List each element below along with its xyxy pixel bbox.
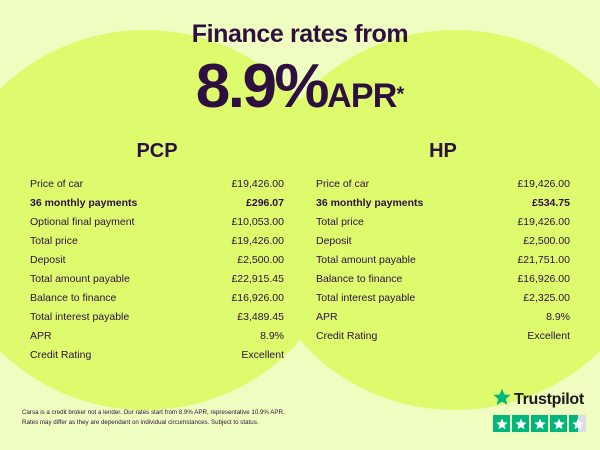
disclaimer-line-2: Rates may differ as they are dependant o… xyxy=(22,419,259,426)
table-row: Total amount payable £21,751.00 xyxy=(316,251,570,270)
star-icon-4 xyxy=(550,415,567,432)
star-icon-3 xyxy=(531,415,548,432)
row-value: £2,500.00 xyxy=(523,235,570,247)
row-value: £19,426.00 xyxy=(231,178,284,190)
trustpilot-star-icon xyxy=(493,388,511,411)
rate-asterisk: * xyxy=(396,83,405,106)
row-value: £10,053.00 xyxy=(231,216,284,228)
table-row: Deposit £2,500.00 xyxy=(316,232,570,251)
row-label: Credit Rating xyxy=(30,349,92,361)
row-value: £19,426.00 xyxy=(517,178,570,190)
finance-tables: PCP Price of car £19,426.00 36 monthly p… xyxy=(0,140,600,365)
row-label: Optional final payment xyxy=(30,216,135,228)
row-value: £2,500.00 xyxy=(237,254,284,266)
table-row: Balance to finance £16,926.00 xyxy=(316,270,570,289)
row-value: £16,926.00 xyxy=(517,273,570,285)
table-row: Total amount payable £22,915.45 xyxy=(30,270,284,289)
star-icon-5-half xyxy=(569,415,586,432)
star-icon-2 xyxy=(512,415,529,432)
disclaimer-line-1: Carsa is a credit broker not a lender. O… xyxy=(22,409,285,416)
row-value: £21,751.00 xyxy=(517,254,570,266)
table-row: Price of car £19,426.00 xyxy=(30,175,284,194)
rate-value: 8.9% xyxy=(195,52,330,121)
table-title-pcp: PCP xyxy=(136,140,178,162)
disclaimer: Carsa is a credit broker not a lender. O… xyxy=(22,408,285,428)
table-row: 36 monthly payments £296.07 xyxy=(30,194,284,213)
row-label: Total interest payable xyxy=(316,292,416,304)
row-value: £16,926.00 xyxy=(231,292,284,304)
table-row: Credit Rating Excellent xyxy=(316,327,570,346)
star-icon-1 xyxy=(493,415,510,432)
table-rows-hp: Price of car £19,426.00 36 monthly payme… xyxy=(316,175,570,346)
table-row: APR 8.9% xyxy=(30,327,284,346)
row-value: £22,915.45 xyxy=(231,273,284,285)
row-value: 8.9% xyxy=(260,330,284,342)
row-label: Total amount payable xyxy=(30,273,130,285)
table-row: APR 8.9% xyxy=(316,308,570,327)
table-row: Deposit £2,500.00 xyxy=(30,251,284,270)
table-row: Credit Rating Excellent xyxy=(30,346,284,365)
row-label: 36 monthly payments xyxy=(316,197,424,209)
finance-table-hp: HP Price of car £19,426.00 36 monthly pa… xyxy=(300,140,586,365)
rate-suffix: APR xyxy=(327,77,397,115)
row-value: £3,489.45 xyxy=(237,311,284,323)
row-label: 36 monthly payments xyxy=(30,197,138,209)
table-row: Total interest payable £3,489.45 xyxy=(30,308,284,327)
page-title: Finance rates from xyxy=(191,20,409,48)
row-label: APR xyxy=(316,311,338,323)
trustpilot-stars xyxy=(493,415,586,432)
row-value: £19,426.00 xyxy=(517,216,570,228)
row-value: £534.75 xyxy=(532,197,570,209)
table-rows-pcp: Price of car £19,426.00 36 monthly payme… xyxy=(30,175,284,365)
finance-table-pcp: PCP Price of car £19,426.00 36 monthly p… xyxy=(14,140,300,365)
row-label: Balance to finance xyxy=(30,292,117,304)
row-label: APR xyxy=(30,330,52,342)
table-row: Price of car £19,426.00 xyxy=(316,175,570,194)
table-row: Total interest payable £2,325.00 xyxy=(316,289,570,308)
trustpilot-wordmark: Trustpilot xyxy=(514,390,584,408)
row-label: Deposit xyxy=(316,235,352,247)
row-label: Balance to finance xyxy=(316,273,403,285)
row-value: Excellent xyxy=(241,349,284,361)
row-value: £296.07 xyxy=(246,197,284,209)
table-row: Total price £19,426.00 xyxy=(30,232,284,251)
row-label: Total price xyxy=(30,235,78,247)
table-row: Total price £19,426.00 xyxy=(316,213,570,232)
row-value: £2,325.00 xyxy=(523,292,570,304)
row-label: Total amount payable xyxy=(316,254,416,266)
row-label: Deposit xyxy=(30,254,66,266)
row-value: Excellent xyxy=(527,330,570,342)
table-title-hp: HP xyxy=(429,140,457,162)
row-label: Price of car xyxy=(316,178,370,190)
table-row: Balance to finance £16,926.00 xyxy=(30,289,284,308)
trustpilot-rating[interactable]: Trustpilot xyxy=(493,388,586,432)
blob-right xyxy=(255,30,600,410)
table-row: Optional final payment £10,053.00 xyxy=(30,213,284,232)
row-label: Price of car xyxy=(30,178,84,190)
row-value: 8.9% xyxy=(546,311,570,323)
trustpilot-logo: Trustpilot xyxy=(493,388,586,411)
table-row: 36 monthly payments £534.75 xyxy=(316,194,570,213)
row-label: Credit Rating xyxy=(316,330,378,342)
headline-rate: 8.9%APR* xyxy=(0,56,600,118)
row-label: Total price xyxy=(316,216,364,228)
row-label: Total interest payable xyxy=(30,311,130,323)
row-value: £19,426.00 xyxy=(231,235,284,247)
